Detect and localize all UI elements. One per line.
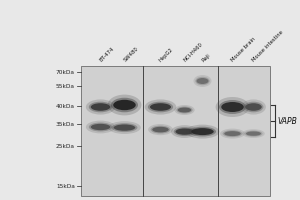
- Text: Raji: Raji: [200, 53, 211, 63]
- Text: SW480: SW480: [122, 46, 139, 63]
- Ellipse shape: [189, 127, 216, 137]
- Bar: [81, 66, 270, 196]
- Ellipse shape: [246, 131, 261, 136]
- Text: HepG2: HepG2: [158, 47, 175, 63]
- Ellipse shape: [111, 98, 138, 112]
- Ellipse shape: [89, 123, 112, 131]
- Ellipse shape: [108, 95, 141, 115]
- Ellipse shape: [216, 97, 249, 117]
- Ellipse shape: [176, 128, 194, 135]
- Text: 40kDa: 40kDa: [56, 104, 75, 108]
- Ellipse shape: [245, 103, 262, 111]
- Ellipse shape: [150, 103, 171, 111]
- Text: VAPB: VAPB: [278, 116, 297, 126]
- Ellipse shape: [148, 124, 173, 135]
- Ellipse shape: [219, 100, 246, 114]
- Text: 70kDa: 70kDa: [56, 70, 75, 74]
- Ellipse shape: [244, 131, 262, 137]
- Ellipse shape: [186, 125, 219, 139]
- Ellipse shape: [221, 102, 244, 112]
- Text: NCI-H460: NCI-H460: [182, 42, 204, 63]
- Ellipse shape: [196, 78, 208, 84]
- Ellipse shape: [112, 123, 137, 132]
- Ellipse shape: [244, 102, 263, 112]
- Text: 15kDa: 15kDa: [56, 184, 75, 188]
- Ellipse shape: [86, 121, 115, 133]
- Ellipse shape: [174, 105, 195, 115]
- Ellipse shape: [145, 99, 176, 115]
- Ellipse shape: [191, 128, 214, 135]
- Ellipse shape: [89, 102, 112, 112]
- Ellipse shape: [108, 121, 141, 134]
- Ellipse shape: [113, 100, 136, 110]
- Ellipse shape: [151, 126, 170, 134]
- Text: 25kDa: 25kDa: [56, 144, 75, 148]
- Ellipse shape: [223, 130, 242, 137]
- Text: 55kDa: 55kDa: [56, 84, 75, 88]
- Text: Mouse intestine: Mouse intestine: [251, 30, 285, 63]
- Ellipse shape: [220, 129, 245, 139]
- Ellipse shape: [242, 129, 265, 138]
- Ellipse shape: [194, 75, 211, 87]
- Ellipse shape: [171, 125, 198, 138]
- Ellipse shape: [91, 124, 110, 130]
- Ellipse shape: [224, 131, 241, 136]
- Ellipse shape: [178, 108, 191, 112]
- Ellipse shape: [176, 107, 193, 114]
- Ellipse shape: [91, 103, 110, 111]
- Text: 35kDa: 35kDa: [56, 121, 75, 127]
- Ellipse shape: [86, 99, 115, 115]
- Ellipse shape: [174, 127, 195, 136]
- Ellipse shape: [241, 99, 266, 115]
- Text: Mouse brain: Mouse brain: [230, 37, 257, 63]
- Ellipse shape: [114, 124, 135, 131]
- Text: BT-474: BT-474: [98, 46, 115, 63]
- Ellipse shape: [195, 77, 210, 85]
- Ellipse shape: [152, 127, 169, 132]
- Ellipse shape: [148, 102, 173, 112]
